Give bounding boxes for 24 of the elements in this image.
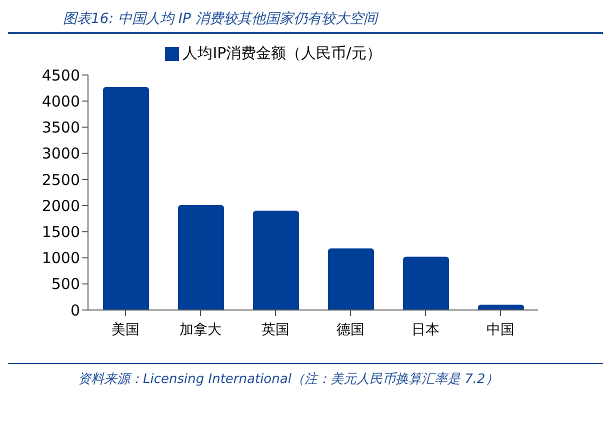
y-tick-label: 1000 bbox=[42, 249, 80, 268]
bar bbox=[103, 87, 149, 310]
x-tick-label: 中国 bbox=[486, 322, 514, 338]
x-tick-label: 德国 bbox=[336, 322, 364, 338]
y-tick-label: 3000 bbox=[42, 144, 80, 163]
y-tick-label: 2000 bbox=[42, 196, 80, 215]
y-tick-label: 2500 bbox=[42, 170, 80, 189]
y-tick-label: 3500 bbox=[42, 118, 80, 137]
y-tick-label: 1500 bbox=[42, 222, 80, 241]
text: 资料来源：Licensing International（注：美元人民币换算汇率是 7.2） bbox=[78, 371, 500, 388]
x-tick-label: 日本 bbox=[412, 322, 440, 338]
legend-label: 人均IP消费金额（人民币/元） bbox=[182, 44, 382, 62]
bar bbox=[178, 205, 224, 310]
x-tick-label: 美国 bbox=[112, 322, 140, 338]
chart-title: 图表16: 中国人均 IP 消费较其他国家仍有较大空间 bbox=[8, 8, 603, 34]
bar bbox=[403, 256, 449, 310]
y-tick-label: 500 bbox=[51, 275, 80, 294]
x-tick-label: 加拿大 bbox=[180, 322, 222, 338]
y-tick-label: 0 bbox=[70, 301, 80, 320]
y-tick-label: 4500 bbox=[42, 66, 80, 84]
x-tick-label: 英国 bbox=[262, 322, 290, 338]
bar bbox=[328, 248, 374, 310]
y-tick-label: 4000 bbox=[42, 92, 80, 110]
bar bbox=[253, 210, 299, 310]
